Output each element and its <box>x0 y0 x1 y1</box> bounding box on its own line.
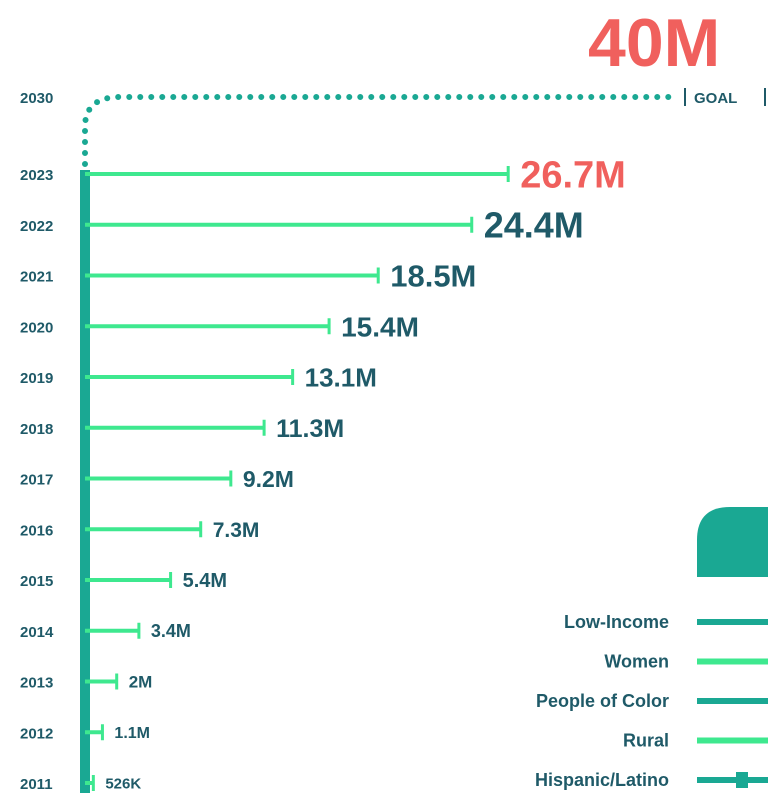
year-label-2012: 2012 <box>20 725 53 742</box>
year-label-2018: 2018 <box>20 421 53 438</box>
bar-2013 <box>85 679 117 684</box>
year-label-2017: 2017 <box>20 472 53 489</box>
value-label-2015: 5.4M <box>183 570 227 592</box>
year-label-2021: 2021 <box>20 269 53 286</box>
value-label-2016: 7.3M <box>213 519 260 542</box>
value-label-2012: 1.1M <box>114 725 150 742</box>
year-label-2014: 2014 <box>20 624 54 641</box>
value-label-2023: 26.7M <box>520 155 626 197</box>
bar-2011 <box>85 781 94 785</box>
year-label-2015: 2015 <box>20 573 53 590</box>
year-label-2023: 2023 <box>20 167 53 184</box>
year-label-2022: 2022 <box>20 218 53 235</box>
bar-cap-2023 <box>506 166 510 182</box>
bar-2021 <box>85 273 379 278</box>
value-label-2022: 24.4M <box>484 205 584 246</box>
bar-2017 <box>85 476 231 481</box>
bar-2018 <box>85 425 265 430</box>
goal-separator-left <box>684 88 686 106</box>
year-label-2011: 2011 <box>20 776 53 793</box>
legend-swatch-1 <box>697 658 768 665</box>
bar-2019 <box>85 375 293 379</box>
value-label-2020: 15.4M <box>341 311 419 342</box>
bar-2012 <box>85 730 103 735</box>
bar-cap-2013 <box>115 673 119 690</box>
legend-label-2: People of Color <box>536 691 669 711</box>
bar-cap-2014 <box>137 622 141 639</box>
bar-cap-2022 <box>470 216 474 233</box>
bar-cap-2015 <box>169 572 173 588</box>
bar-2014 <box>85 628 139 633</box>
value-label-2021: 18.5M <box>390 259 476 294</box>
year-label-2016: 2016 <box>20 522 53 539</box>
year-label-2020: 2020 <box>20 319 53 336</box>
legend-swatch-2 <box>697 698 768 704</box>
value-label-2019: 13.1M <box>305 362 377 392</box>
value-label-2013: 2M <box>129 673 153 692</box>
legend-swatch-3 <box>697 737 768 744</box>
legend-card <box>697 507 768 577</box>
legend-label-3: Rural <box>623 731 669 751</box>
bar-cap-2011 <box>91 775 95 791</box>
bar-2020 <box>85 324 330 329</box>
legend-swatch-marker <box>736 772 748 788</box>
value-label-2014: 3.4M <box>151 621 191 641</box>
vertical-axis <box>80 170 90 793</box>
bar-cap-2017 <box>229 470 233 487</box>
goal-word-label: GOAL <box>694 90 737 107</box>
value-label-2018: 11.3M <box>276 415 344 443</box>
bar-2015 <box>85 578 171 582</box>
value-label-2017: 9.2M <box>243 466 294 492</box>
bar-cap-2018 <box>262 419 266 436</box>
value-label-2011: 526K <box>105 775 141 792</box>
goal-dotted-path <box>82 94 675 167</box>
year-label-2013: 2013 <box>20 675 53 692</box>
year-label-2030: 2030 <box>20 90 53 107</box>
legend-label-4: Hispanic/Latino <box>535 770 669 790</box>
bar-cap-2016 <box>199 521 203 538</box>
goal-value-label: 40M <box>588 5 720 81</box>
legend-label-0: Low-Income <box>564 612 669 632</box>
bar-2016 <box>85 527 201 532</box>
bar-cap-2021 <box>376 267 380 284</box>
legend-swatch-4 <box>697 777 768 783</box>
bar-cap-2020 <box>327 318 331 335</box>
bar-2022 <box>85 222 472 227</box>
legend-swatch-0 <box>697 619 768 625</box>
legend-label-1: Women <box>604 652 669 672</box>
goal-separator-right <box>764 88 766 106</box>
bar-cap-2012 <box>100 724 104 741</box>
bar-cap-2019 <box>291 369 295 385</box>
bar-2023 <box>85 172 509 176</box>
year-label-2019: 2019 <box>20 370 53 387</box>
